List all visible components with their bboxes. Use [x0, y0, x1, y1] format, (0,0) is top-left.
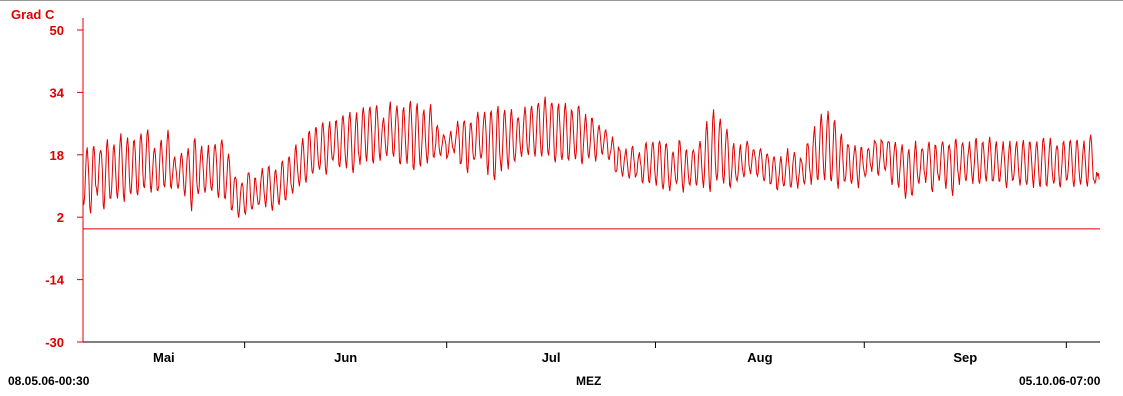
x-month-label: Jul	[542, 350, 561, 365]
y-tick-label: 2	[57, 210, 64, 225]
x-month-label: Jun	[334, 350, 357, 365]
top-border	[0, 0, 1123, 1]
y-tick-label: 18	[50, 148, 64, 163]
y-ticks: 50 34 18 2 -14 -30	[45, 23, 83, 350]
x-ticks: Mai Jun Jul Aug Sep	[153, 342, 1067, 365]
temperature-series-line	[82, 96, 1100, 218]
y-tick-label: -14	[45, 273, 65, 288]
y-tick-label: -30	[45, 335, 64, 350]
x-unit-label: MEZ	[576, 374, 602, 388]
x-start-label: 08.05.06-00:30	[8, 374, 90, 388]
x-end-label: 05.10.06-07:00	[1019, 374, 1101, 388]
x-month-label: Mai	[153, 350, 175, 365]
x-month-label: Aug	[747, 350, 772, 365]
y-axis-title: Grad C	[11, 7, 55, 22]
y-tick-label: 50	[50, 23, 64, 38]
y-tick-label: 34	[50, 85, 65, 100]
x-month-label: Sep	[953, 350, 977, 365]
